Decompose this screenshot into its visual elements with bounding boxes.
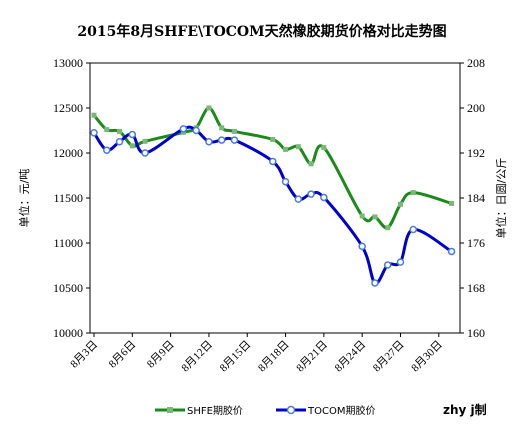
data-point-shfe: [385, 225, 391, 231]
data-point-tocom: [371, 279, 379, 287]
x-tick-label: 8月9日: [145, 339, 177, 371]
data-point-tocom: [128, 130, 137, 139]
right-axis-label: 单位：日圆/公斤: [494, 158, 508, 239]
left-tick-label: 10500: [53, 281, 83, 295]
data-point-shfe: [359, 213, 365, 219]
legend-label-shfe: SHFE期胶价: [187, 404, 243, 417]
data-point-shfe: [129, 143, 135, 149]
data-point-tocom: [447, 247, 456, 256]
data-point-tocom: [205, 138, 213, 146]
series-line-shfe: [92, 106, 454, 230]
data-point-tocom: [103, 146, 111, 154]
data-point-shfe: [372, 214, 378, 220]
x-axis: 8月3日 8月6日 8月9日 8月12日 8月15日 8月18日 8月21日 8月24日 8月2…: [68, 333, 445, 374]
data-point-shfe: [321, 145, 327, 151]
data-point-tocom: [281, 177, 290, 186]
data-point-tocom: [307, 190, 315, 198]
data-point-shfe: [219, 125, 225, 131]
right-tick-label: 184: [467, 191, 485, 205]
x-tick-label: 8月27日: [371, 339, 407, 375]
x-tick-label: 8月30日: [409, 339, 445, 375]
series-layer: [90, 105, 456, 287]
data-point-tocom: [90, 129, 98, 137]
legend-marker-tocom: [286, 405, 296, 415]
data-point-tocom: [320, 193, 328, 202]
x-tick-label: 8月3日: [68, 339, 100, 371]
data-point-shfe: [104, 127, 110, 133]
data-point-tocom: [179, 125, 188, 133]
right-tick-label: 160: [467, 326, 485, 340]
data-point-shfe: [206, 105, 212, 111]
data-point-shfe: [410, 190, 416, 196]
x-tick-label: 8月21日: [294, 339, 330, 375]
data-point-shfe: [397, 201, 403, 207]
data-point-tocom: [230, 136, 239, 144]
data-point-tocom: [115, 138, 124, 146]
chart-credit: zhy j制: [443, 402, 487, 417]
data-point-shfe: [231, 128, 237, 134]
x-tick-label: 8月18日: [256, 339, 292, 375]
data-point-tocom: [141, 149, 149, 157]
data-point-tocom: [217, 136, 226, 144]
legend-marker-shfe: [167, 407, 173, 413]
x-tick-label: 8月12日: [179, 339, 215, 375]
left-axis-label: 单位：元/吨: [17, 169, 31, 228]
left-tick-label: 12500: [53, 101, 83, 115]
left-tick-label: 11000: [53, 236, 83, 250]
legend-item-shfe: SHFE期胶价: [155, 404, 243, 417]
data-point-shfe: [270, 137, 276, 142]
data-point-shfe: [142, 138, 148, 144]
data-point-tocom: [358, 242, 366, 251]
x-tick-label: 8月6日: [107, 339, 139, 371]
right-tick-label: 200: [467, 101, 485, 115]
left-tick-label: 10000: [53, 326, 83, 340]
right-tick-label: 208: [467, 56, 485, 70]
legend: SHFE期胶价 TOCOM期胶价: [155, 404, 375, 417]
chart-title: 2015年8月SHFE\TOCOM天然橡胶期货价格对比走势图: [77, 23, 446, 40]
left-tick-label: 12000: [53, 146, 83, 160]
legend-item-tocom: TOCOM期胶价: [276, 404, 375, 417]
right-tick-label: 168: [467, 281, 485, 295]
data-point-shfe: [449, 200, 455, 206]
data-point-shfe: [117, 128, 123, 134]
data-point-shfe: [295, 144, 301, 150]
x-tick-label: 8月24日: [333, 339, 369, 375]
data-point-tocom: [396, 258, 405, 266]
data-point-shfe: [283, 146, 289, 152]
right-y-axis: 208 200 192 184 176 168 160: [460, 56, 485, 340]
data-point-tocom: [269, 157, 277, 166]
left-tick-label: 13000: [53, 56, 83, 70]
data-point-shfe: [91, 112, 97, 118]
x-tick-label: 8月15日: [218, 339, 254, 375]
data-point-tocom: [294, 195, 303, 203]
left-tick-label: 11500: [53, 191, 83, 205]
right-tick-label: 176: [467, 236, 485, 250]
data-point-tocom: [409, 225, 417, 234]
data-point-shfe: [308, 161, 314, 167]
left-y-axis: 13000 12500 12000 11500 11000 10500 10000: [53, 56, 90, 340]
data-point-tocom: [383, 261, 392, 269]
data-point-tocom: [192, 126, 200, 135]
legend-label-tocom: TOCOM期胶价: [307, 404, 375, 417]
right-tick-label: 192: [467, 146, 485, 160]
